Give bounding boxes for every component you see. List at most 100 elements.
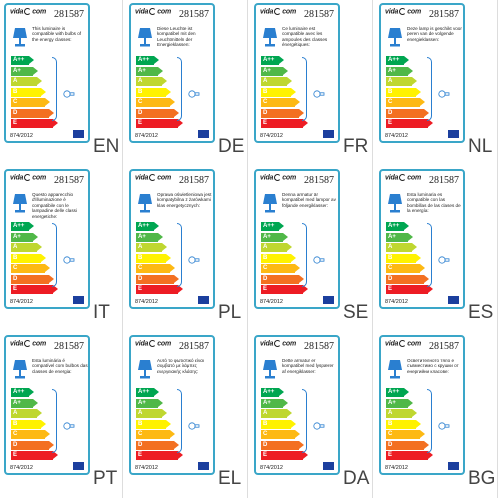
- energy-class-bar: A: [11, 409, 42, 418]
- bulb-icon: [188, 256, 200, 264]
- energy-class-scale: A++ A+ A B C D E: [261, 388, 321, 462]
- energy-label-it: vida com 281587 Questo apparecchio d'illu…: [0, 166, 125, 332]
- energy-label-nl: vida com 281587 Deze lamp is geschikt voo…: [375, 0, 500, 166]
- model-number: 281587: [179, 9, 209, 20]
- language-code: PL: [218, 302, 242, 323]
- bulb-icon: [63, 256, 75, 264]
- energy-class-bar: B: [11, 253, 46, 263]
- energy-class-bar: D: [136, 274, 179, 284]
- energy-class-bar: A++: [136, 388, 159, 397]
- energy-class-scale: A++ A+ A B C D E: [11, 56, 71, 130]
- compatibility-text: Questo apparecchio d'illuminazione è com…: [32, 192, 77, 219]
- energy-label-card: vida com 281587 This luminaire is compati…: [4, 3, 90, 143]
- language-code: EN: [93, 136, 120, 157]
- lamp-icon: [263, 28, 277, 47]
- energy-class-bar: C: [136, 430, 175, 439]
- eu-flag-icon: [198, 130, 209, 138]
- regulation-number: 874/2012: [135, 465, 158, 471]
- regulation-number: 874/2012: [10, 465, 33, 471]
- energy-class-bar: B: [261, 253, 296, 263]
- energy-class-bar: D: [136, 108, 179, 118]
- energy-class-bar: A+: [136, 398, 163, 408]
- energy-label-card: vida com 281587 Diese Leuchte ist kompati…: [129, 3, 215, 143]
- language-code: SE: [343, 302, 369, 323]
- brace-icon: [52, 389, 57, 453]
- energy-class-bar: A: [136, 77, 167, 86]
- energy-label-en: vida com 281587 This luminaire is compati…: [0, 0, 125, 166]
- model-number: 281587: [54, 175, 84, 186]
- energy-label-card: vida com 281587 Dette armatur er kompatib…: [254, 335, 340, 475]
- energy-class-bar: A: [386, 409, 417, 418]
- lamp-icon: [388, 28, 402, 47]
- energy-class-bar: B: [261, 419, 296, 429]
- regulation-number: 874/2012: [10, 299, 33, 305]
- energy-label-card: vida com 281587 Esta luminária é compatív…: [4, 335, 90, 475]
- compatibility-text: Ce luminaire est compatible avec les amp…: [282, 26, 328, 48]
- energy-class-scale: A++ A+ A B C D E: [11, 388, 71, 462]
- bulb-icon: [188, 422, 200, 430]
- brace-icon: [427, 57, 432, 121]
- energy-class-bar: C: [261, 264, 300, 273]
- energy-class-scale: A++ A+ A B C D E: [136, 388, 196, 462]
- energy-class-scale: A++ A+ A B C D E: [136, 56, 196, 130]
- energy-class-bar: A: [261, 243, 292, 252]
- energy-label-fr: vida com 281587 Ce luminaire est compatib…: [250, 0, 375, 166]
- brace-icon: [302, 223, 307, 287]
- model-number: 281587: [429, 175, 459, 186]
- energy-class-scale: A++ A+ A B C D E: [386, 388, 446, 462]
- language-code: FR: [343, 136, 369, 157]
- brace-icon: [177, 223, 182, 287]
- eu-flag-icon: [448, 296, 459, 304]
- divider: [247, 166, 248, 332]
- language-code: DA: [343, 468, 370, 489]
- language-code: IT: [93, 302, 110, 323]
- energy-class-bar: A: [386, 243, 417, 252]
- language-code: ES: [468, 302, 494, 323]
- lamp-icon: [13, 28, 27, 47]
- energy-class-bar: D: [261, 108, 304, 118]
- energy-class-bar: C: [136, 264, 175, 273]
- eu-flag-icon: [323, 462, 334, 470]
- bulb-icon: [63, 422, 75, 430]
- model-number: 281587: [179, 341, 209, 352]
- lamp-icon: [263, 194, 277, 213]
- energy-class-bar: A++: [261, 222, 284, 231]
- lamp-icon: [138, 28, 152, 47]
- eu-flag-icon: [448, 130, 459, 138]
- eu-flag-icon: [73, 296, 84, 304]
- energy-class-bar: A+: [386, 398, 413, 408]
- brace-icon: [427, 223, 432, 287]
- energy-class-bar: A: [136, 409, 167, 418]
- divider: [122, 0, 123, 166]
- brand-logo: vida com: [135, 174, 172, 182]
- eu-flag-icon: [73, 462, 84, 470]
- energy-label-card: vida com 281587 Denna armatur är kompatib…: [254, 169, 340, 309]
- energy-label-card: vida com 281587 Esta luminaria es compati…: [379, 169, 465, 309]
- regulation-number: 874/2012: [385, 465, 408, 471]
- energy-class-bar: D: [11, 108, 54, 118]
- energy-class-bar: E: [11, 451, 58, 460]
- lamp-icon: [263, 360, 277, 379]
- brand-logo: vida com: [385, 8, 422, 16]
- brace-icon: [177, 389, 182, 453]
- energy-class-bar: A+: [261, 66, 288, 76]
- compatibility-text: Diese Leuchte ist kompatibel mit den Leu…: [157, 26, 196, 48]
- language-code: PT: [93, 468, 118, 489]
- energy-class-bar: A+: [261, 232, 288, 242]
- energy-class-bar: E: [386, 451, 433, 460]
- language-code: NL: [468, 136, 493, 157]
- lamp-icon: [13, 194, 27, 213]
- brace-icon: [52, 223, 57, 287]
- brace-icon: [52, 57, 57, 121]
- model-number: 281587: [54, 9, 84, 20]
- divider: [497, 166, 498, 332]
- compatibility-text: Esta luminária é compatível com bulbos d…: [32, 358, 88, 374]
- energy-class-bar: C: [386, 430, 425, 439]
- brand-logo: vida com: [260, 8, 297, 16]
- regulation-number: 874/2012: [135, 299, 158, 305]
- compatibility-text: Dette armatur er kompatibel med lyspærer…: [282, 358, 334, 374]
- energy-class-scale: A++ A+ A B C D E: [11, 222, 71, 296]
- energy-class-bar: A++: [11, 222, 34, 231]
- energy-class-bar: E: [261, 285, 308, 294]
